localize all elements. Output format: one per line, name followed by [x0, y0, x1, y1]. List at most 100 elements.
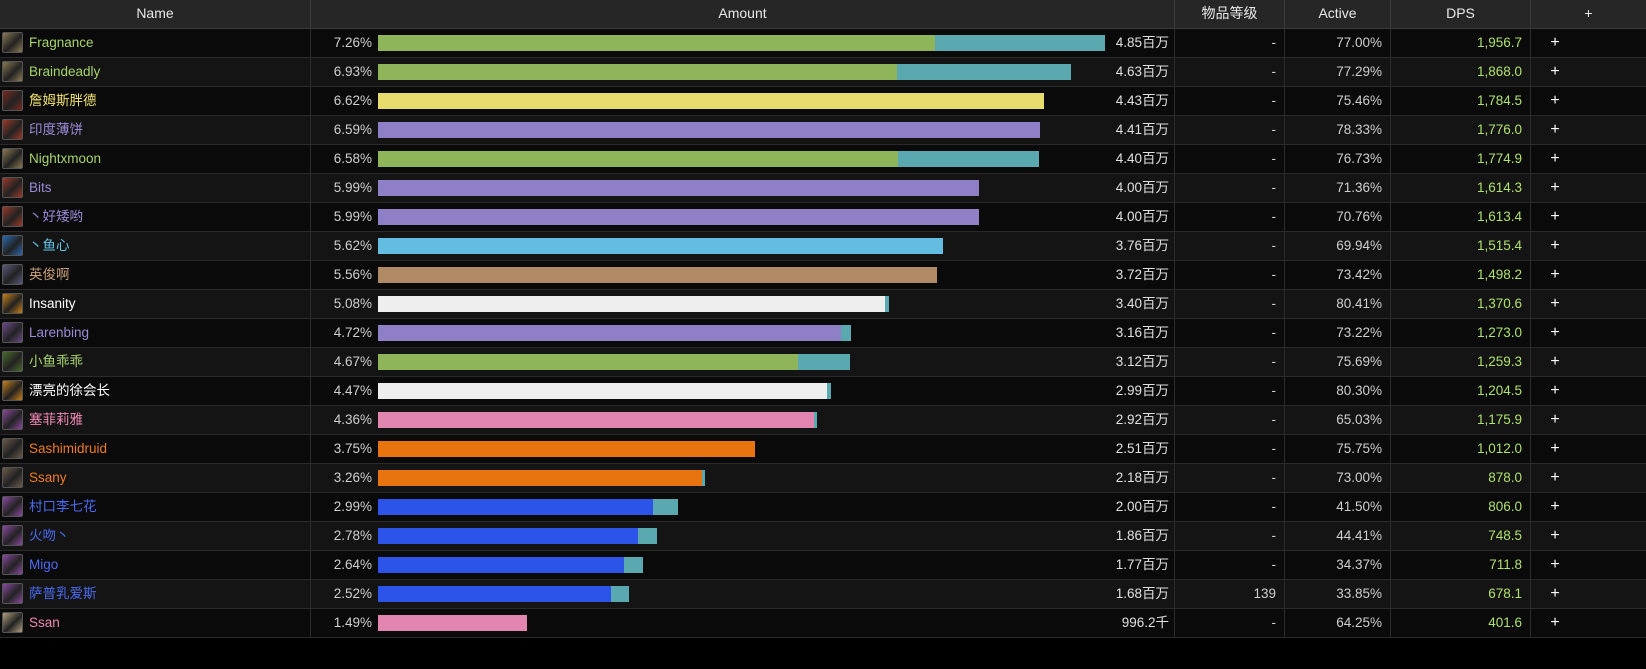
player-name[interactable]: 英俊啊 — [29, 267, 70, 282]
item-level: - — [1175, 464, 1285, 492]
table-row[interactable]: 丶鱼心 5.62% 3.76百万 -69.94% 1,515.4 + — [0, 232, 1646, 261]
player-name[interactable]: 塞菲莉雅 — [29, 412, 83, 427]
dps-value: 1,784.5 — [1391, 87, 1531, 115]
name-cell: 塞菲莉雅 — [0, 406, 311, 434]
player-name[interactable]: 小鱼乖乖 — [29, 354, 83, 369]
table-row[interactable]: Bits 5.99% 4.00百万 -71.36% 1,614.3 + — [0, 174, 1646, 203]
table-row[interactable]: Migo 2.64% 1.77百万 -34.37% 711.8 + — [0, 551, 1646, 580]
dps-value: 1,370.6 — [1391, 290, 1531, 318]
damage-amount: 3.12百万 — [1075, 348, 1175, 376]
expand-row-button[interactable]: + — [1550, 34, 1560, 51]
expand-row-button[interactable]: + — [1550, 440, 1560, 457]
item-level: - — [1175, 58, 1285, 86]
damage-amount: 996.2千 — [1075, 609, 1175, 637]
name-cell: 村口李七花 — [0, 493, 311, 521]
expand-row-button[interactable]: + — [1550, 237, 1560, 254]
player-name[interactable]: 漂亮的徐会长 — [29, 383, 110, 398]
player-name[interactable]: Ssany — [29, 470, 67, 485]
class-priest-icon — [2, 293, 23, 314]
player-name[interactable]: 詹姆斯胖德 — [29, 93, 97, 108]
expand-row-button[interactable]: + — [1550, 614, 1560, 631]
header-item-level[interactable]: 物品等级 — [1175, 0, 1285, 28]
table-row[interactable]: 丶好矮哟 5.99% 4.00百万 -70.76% 1,613.4 + — [0, 203, 1646, 232]
item-level: - — [1175, 377, 1285, 405]
pet-damage-bar — [897, 64, 1071, 80]
player-name[interactable]: Bits — [29, 180, 52, 195]
table-row[interactable]: 詹姆斯胖德 6.62% 4.43百万 -75.46% 1,784.5 + — [0, 87, 1646, 116]
item-level: - — [1175, 406, 1285, 434]
name-cell: 英俊啊 — [0, 261, 311, 289]
player-name[interactable]: 丶鱼心 — [29, 238, 70, 253]
damage-bar — [378, 441, 755, 457]
pet-damage-bar — [611, 586, 629, 602]
table-row[interactable]: Larenbing 4.72% 3.16百万 -73.22% 1,273.0 + — [0, 319, 1646, 348]
damage-amount: 4.00百万 — [1075, 174, 1175, 202]
damage-percent: 4.67% — [333, 354, 372, 369]
player-name[interactable]: Nightxmoon — [29, 151, 102, 166]
table-row[interactable]: Nightxmoon 6.58% 4.40百万 -76.73% 1,774.9 + — [0, 145, 1646, 174]
table-row[interactable]: 漂亮的徐会长 4.47% 2.99百万 -80.30% 1,204.5 + — [0, 377, 1646, 406]
player-name[interactable]: 印度薄饼 — [29, 122, 83, 137]
damage-bar — [378, 470, 702, 486]
expand-row-button[interactable]: + — [1550, 150, 1560, 167]
player-name[interactable]: Ssan — [29, 615, 60, 630]
expand-row-button[interactable]: + — [1550, 63, 1560, 80]
table-row[interactable]: Insanity 5.08% 3.40百万 -80.41% 1,370.6 + — [0, 290, 1646, 319]
header-dps[interactable]: DPS — [1391, 0, 1531, 28]
expand-row-button[interactable]: + — [1550, 324, 1560, 341]
table-row[interactable]: 印度薄饼 6.59% 4.41百万 -78.33% 1,776.0 + — [0, 116, 1646, 145]
table-row[interactable]: Sashimidruid 3.75% 2.51百万 -75.75% 1,012.0 + — [0, 435, 1646, 464]
expand-row-button[interactable]: + — [1550, 295, 1560, 312]
expand-row-button[interactable]: + — [1550, 179, 1560, 196]
damage-bar — [378, 354, 798, 370]
table-row[interactable]: Braindeadly 6.93% 4.63百万 -77.29% 1,868.0 + — [0, 58, 1646, 87]
expand-row-button[interactable]: + — [1550, 382, 1560, 399]
dps-value: 1,204.5 — [1391, 377, 1531, 405]
player-name[interactable]: Braindeadly — [29, 64, 101, 79]
table-row[interactable]: Fragnance 7.26% 4.85百万 -77.00% 1,956.7 + — [0, 29, 1646, 58]
player-name[interactable]: Sashimidruid — [29, 441, 108, 456]
expand-row-button[interactable]: + — [1550, 266, 1560, 283]
player-name[interactable]: 丶好矮哟 — [29, 209, 83, 224]
table-row[interactable]: 萨普乳爱斯 2.52% 1.68百万 139 33.85% 678.1 + — [0, 580, 1646, 609]
expand-row-button[interactable]: + — [1550, 121, 1560, 138]
expand-row-button[interactable]: + — [1550, 411, 1560, 428]
expand-row-button[interactable]: + — [1550, 208, 1560, 225]
expand-row-button[interactable]: + — [1550, 498, 1560, 515]
active-percent: 78.33% — [1285, 116, 1391, 144]
expand-row-button[interactable]: + — [1550, 527, 1560, 544]
expand-row-button[interactable]: + — [1550, 353, 1560, 370]
header-name[interactable]: Name — [0, 0, 311, 28]
table-row[interactable]: Ssany 3.26% 2.18百万 -73.00% 878.0 + — [0, 464, 1646, 493]
damage-amount: 1.68百万 — [1075, 580, 1175, 608]
active-percent: 70.76% — [1285, 203, 1391, 231]
class-hunter-icon — [2, 351, 23, 372]
table-row[interactable]: 村口李七花 2.99% 2.00百万 -41.50% 806.0 + — [0, 493, 1646, 522]
damage-bar — [378, 122, 1040, 138]
player-name[interactable]: 村口李七花 — [29, 499, 97, 514]
table-row[interactable]: 火吻丶 2.78% 1.86百万 -44.41% 748.5 + — [0, 522, 1646, 551]
header-expand[interactable]: + — [1584, 5, 1593, 21]
active-percent: 73.22% — [1285, 319, 1391, 347]
table-row[interactable]: Ssan 1.49% 996.2千 -64.25% 401.6 + — [0, 609, 1646, 638]
player-name[interactable]: 萨普乳爱斯 — [29, 586, 97, 601]
table-row[interactable]: 英俊啊 5.56% 3.72百万 -73.42% 1,498.2 + — [0, 261, 1646, 290]
player-name[interactable]: Insanity — [29, 296, 76, 311]
player-name[interactable]: Fragnance — [29, 35, 94, 50]
player-name[interactable]: Migo — [29, 557, 59, 572]
player-name[interactable]: 火吻丶 — [29, 528, 70, 543]
player-name[interactable]: Larenbing — [29, 325, 90, 340]
dps-value: 711.8 — [1391, 551, 1531, 579]
expand-row-button[interactable]: + — [1550, 92, 1560, 109]
header-active[interactable]: Active — [1285, 0, 1391, 28]
expand-row-button[interactable]: + — [1550, 556, 1560, 573]
expand-row-button[interactable]: + — [1550, 469, 1560, 486]
damage-amount: 2.00百万 — [1075, 493, 1175, 521]
damage-bar — [378, 325, 841, 341]
table-row[interactable]: 小鱼乖乖 4.67% 3.12百万 -75.69% 1,259.3 + — [0, 348, 1646, 377]
active-percent: 44.41% — [1285, 522, 1391, 550]
header-amount[interactable]: Amount — [311, 0, 1175, 28]
dps-value: 1,614.3 — [1391, 174, 1531, 202]
expand-row-button[interactable]: + — [1550, 585, 1560, 602]
table-row[interactable]: 塞菲莉雅 4.36% 2.92百万 -65.03% 1,175.9 + — [0, 406, 1646, 435]
